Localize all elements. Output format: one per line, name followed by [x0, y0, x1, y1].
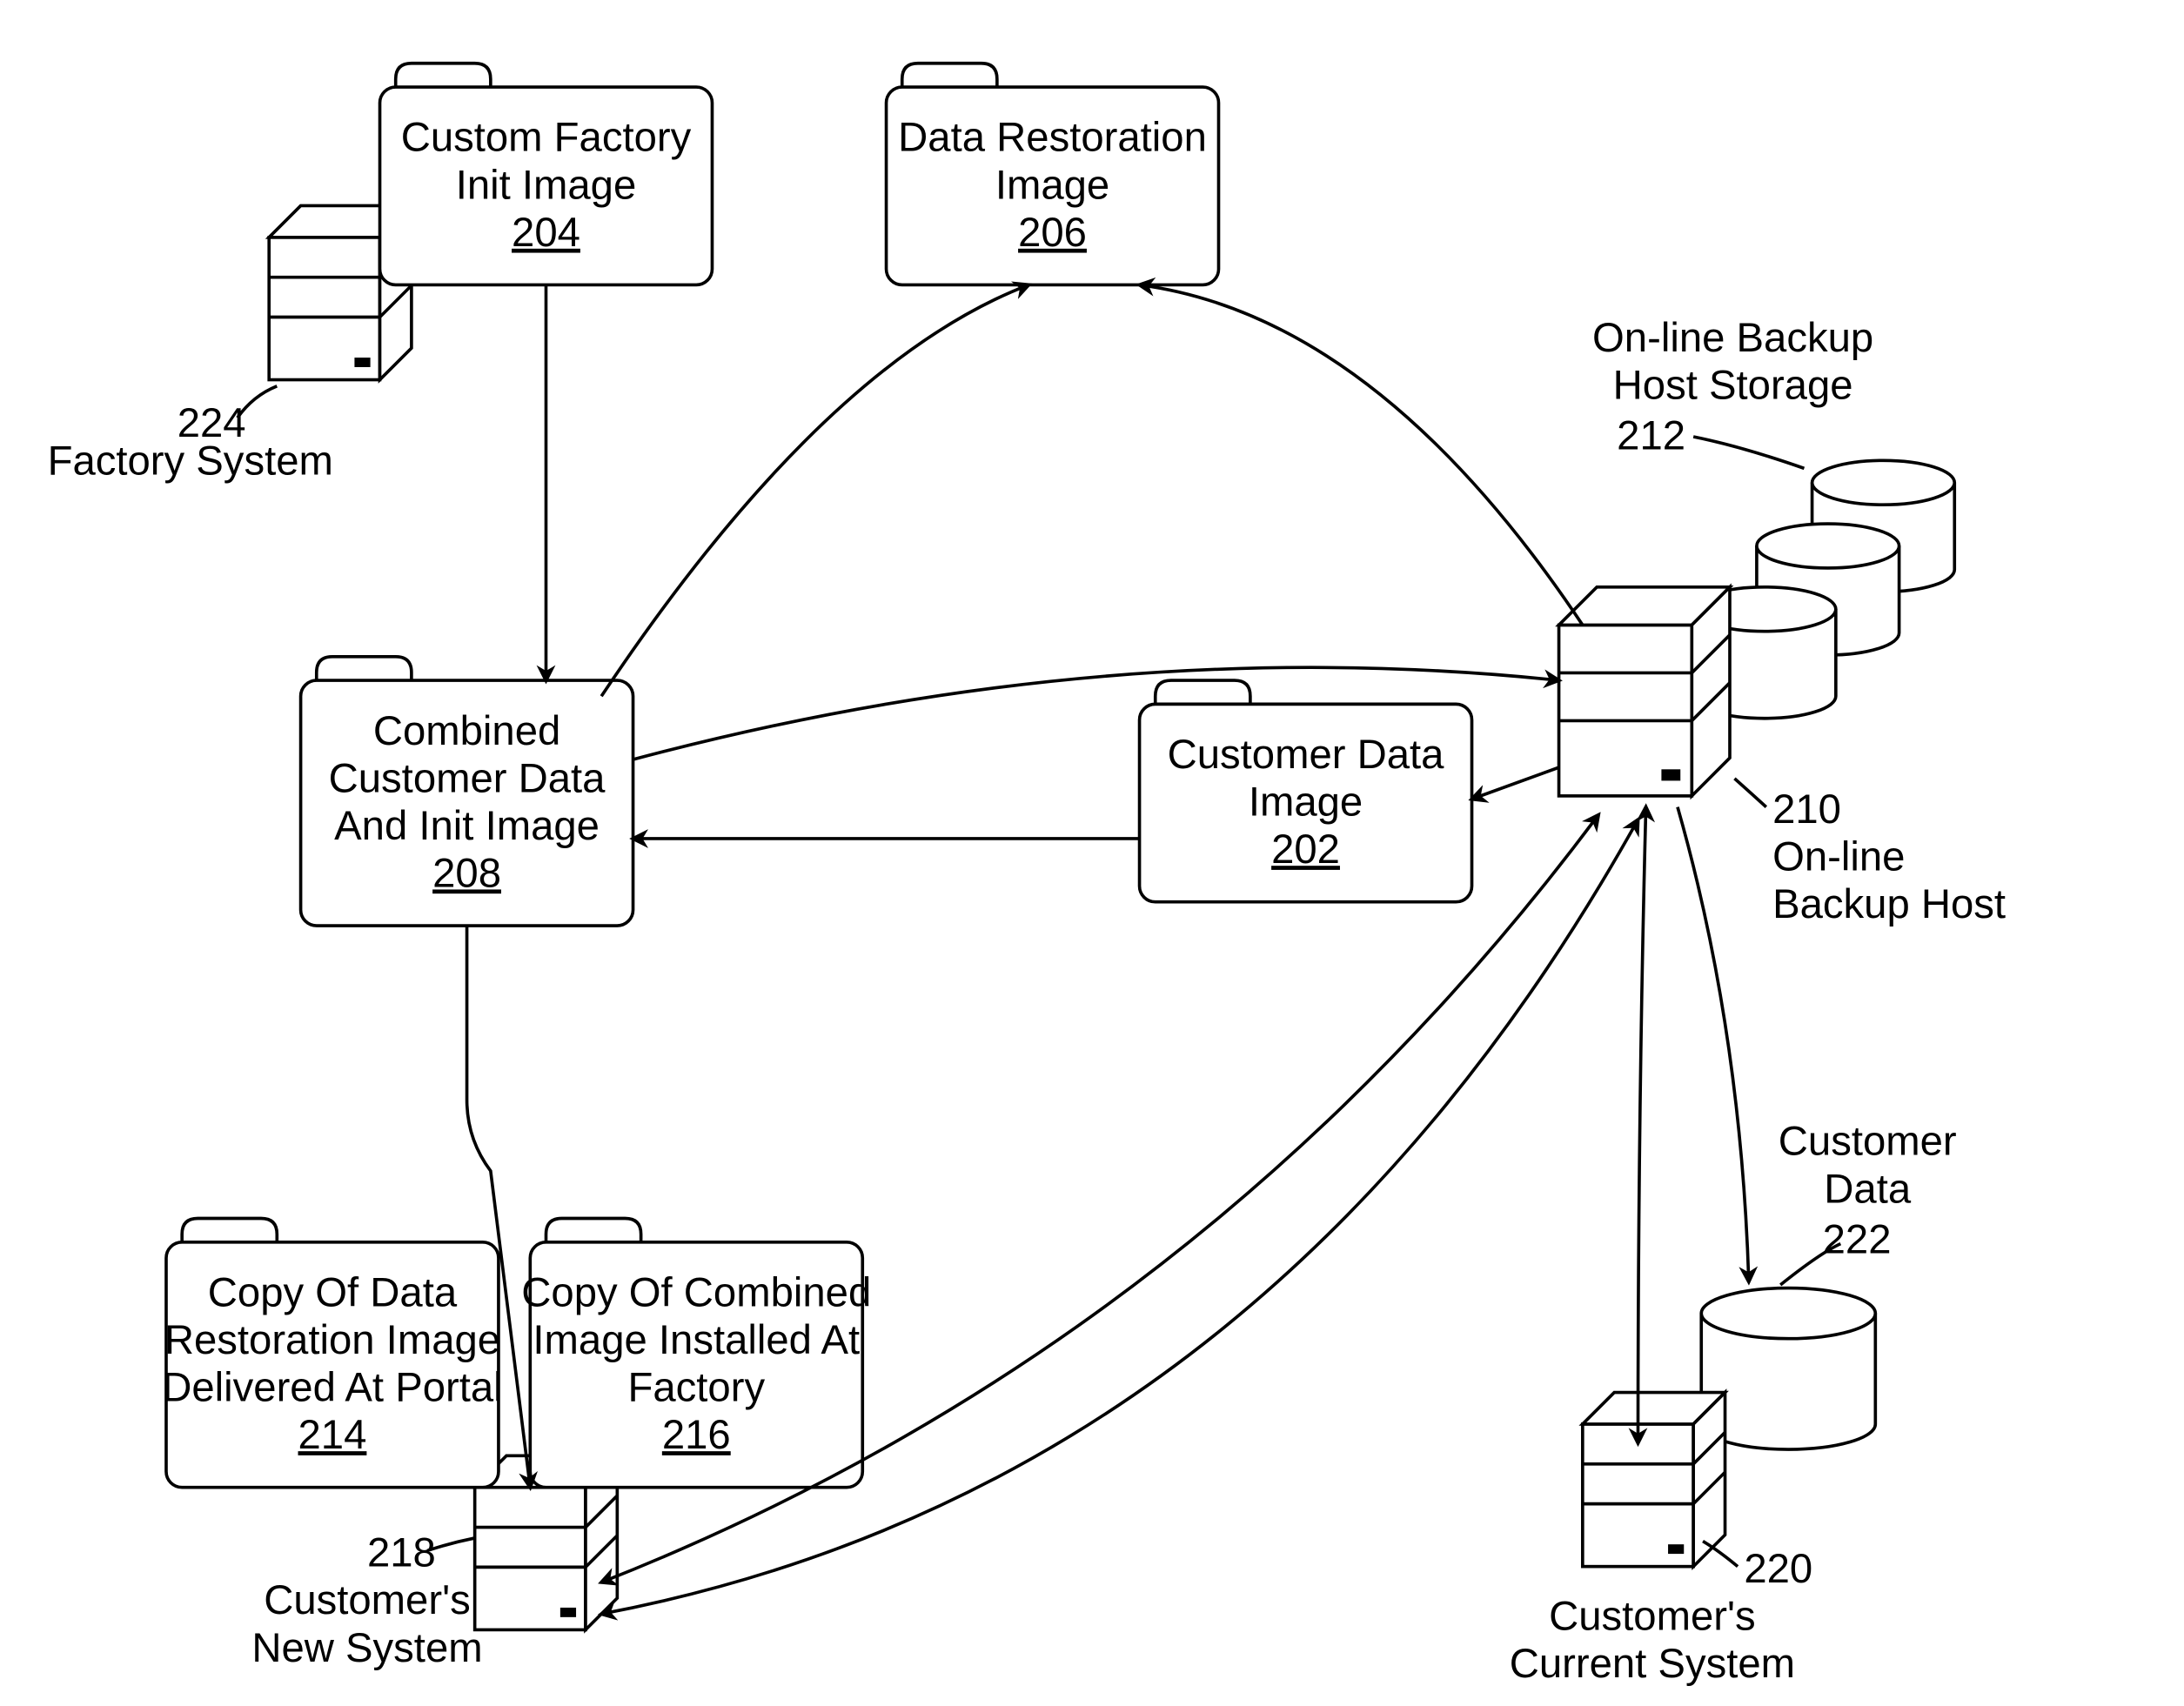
- folder-202: Customer DataImage202: [1140, 680, 1472, 902]
- label-backup_host_l2: Backup Host: [1772, 881, 2006, 927]
- label-ref218: 218: [367, 1530, 436, 1576]
- label-ref212: 212: [1617, 413, 1685, 459]
- label-cust_data_l2: Data: [1824, 1166, 1912, 1212]
- edge-e210_206: [1140, 284, 1583, 625]
- folder-208-line0: Combined: [373, 708, 560, 754]
- folder-208: CombinedCustomer DataAnd Init Image208: [301, 657, 633, 926]
- label-ref220: 220: [1744, 1546, 1812, 1592]
- folder-206-line0: Data Restoration: [898, 115, 1207, 161]
- folder-214-line1: Restoration Image: [164, 1317, 500, 1363]
- folder-206: Data RestorationImage206: [887, 64, 1219, 285]
- folder-208-line2: And Init Image: [334, 803, 600, 849]
- label-ref224: 224: [178, 400, 246, 446]
- folder-204-line0: Custom Factory: [401, 115, 692, 161]
- server-210: [1559, 587, 1730, 796]
- folder-208-line1: Customer Data: [329, 755, 606, 801]
- folder-208-ref: 208: [432, 850, 501, 896]
- label-backup_storage_l1: On-line Backup: [1592, 315, 1873, 361]
- disk-222: [1701, 1288, 1875, 1450]
- folder-202-line1: Image: [1249, 779, 1363, 826]
- edge-e210_220_both: [1638, 807, 1645, 1443]
- folder-214-line2: Delivered At Portal: [162, 1365, 502, 1411]
- folder-214-line0: Copy Of Data: [208, 1269, 458, 1315]
- label-cust_cur_l1: Customer's: [1549, 1593, 1756, 1639]
- edge-e210_222: [1678, 807, 1749, 1282]
- label-backup_storage_l2: Host Storage: [1613, 362, 1853, 408]
- label-backup_host_l1: On-line: [1772, 833, 1905, 880]
- label-cust_data_l1: Customer: [1779, 1119, 1957, 1165]
- label-cust_cur_l2: Current System: [1510, 1641, 1795, 1687]
- folder-206-ref: 206: [1018, 210, 1087, 256]
- leader-ref210: [1734, 779, 1765, 807]
- folder-214: Copy Of DataRestoration ImageDelivered A…: [162, 1219, 502, 1488]
- folder-202-ref: 202: [1271, 826, 1340, 873]
- folder-202-line0: Customer Data: [1168, 732, 1445, 778]
- label-ref210: 210: [1772, 786, 1841, 833]
- label-ref222: 222: [1823, 1217, 1892, 1263]
- label-cust_new_l2: New System: [251, 1625, 482, 1671]
- folder-204-ref: 204: [512, 210, 580, 256]
- folder-206-line1: Image: [995, 162, 1109, 208]
- folder-204: Custom FactoryInit Image204: [380, 64, 713, 285]
- folder-204-line1: Init Image: [456, 162, 637, 208]
- architecture-diagram: Customer DataImage202Custom FactoryInit …: [0, 0, 2184, 1706]
- folder-216: Copy Of CombinedImage Installed AtFactor…: [521, 1219, 871, 1488]
- folder-216-line0: Copy Of Combined: [521, 1269, 871, 1315]
- leader-ref212: [1693, 437, 1804, 468]
- folder-216-line1: Image Installed At: [533, 1317, 860, 1363]
- edge-e218_210b: [601, 820, 1638, 1614]
- folder-214-ref: 214: [298, 1412, 367, 1458]
- folder-216-line2: Factory: [627, 1365, 765, 1411]
- label-cust_new_l1: Customer's: [264, 1577, 471, 1623]
- edge-e210_202: [1472, 767, 1559, 799]
- folder-216-ref: 216: [662, 1412, 731, 1458]
- edge-e208_206: [601, 284, 1028, 696]
